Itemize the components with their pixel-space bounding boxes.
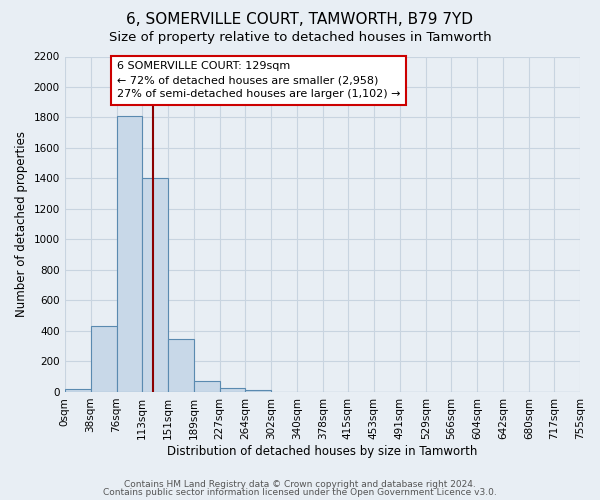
Bar <box>91 326 116 392</box>
Text: 6 SOMERVILLE COURT: 129sqm
← 72% of detached houses are smaller (2,958)
27% of s: 6 SOMERVILLE COURT: 129sqm ← 72% of deta… <box>116 61 400 99</box>
Text: Contains public sector information licensed under the Open Government Licence v3: Contains public sector information licen… <box>103 488 497 497</box>
Bar <box>194 380 220 392</box>
Y-axis label: Number of detached properties: Number of detached properties <box>15 131 28 317</box>
Bar <box>116 116 142 392</box>
Bar <box>65 389 91 392</box>
Text: Size of property relative to detached houses in Tamworth: Size of property relative to detached ho… <box>109 31 491 44</box>
Bar <box>220 388 245 392</box>
Bar <box>168 338 194 392</box>
Text: Contains HM Land Registry data © Crown copyright and database right 2024.: Contains HM Land Registry data © Crown c… <box>124 480 476 489</box>
Bar <box>142 178 168 392</box>
Text: 6, SOMERVILLE COURT, TAMWORTH, B79 7YD: 6, SOMERVILLE COURT, TAMWORTH, B79 7YD <box>127 12 473 28</box>
Bar <box>245 390 271 392</box>
X-axis label: Distribution of detached houses by size in Tamworth: Distribution of detached houses by size … <box>167 444 478 458</box>
